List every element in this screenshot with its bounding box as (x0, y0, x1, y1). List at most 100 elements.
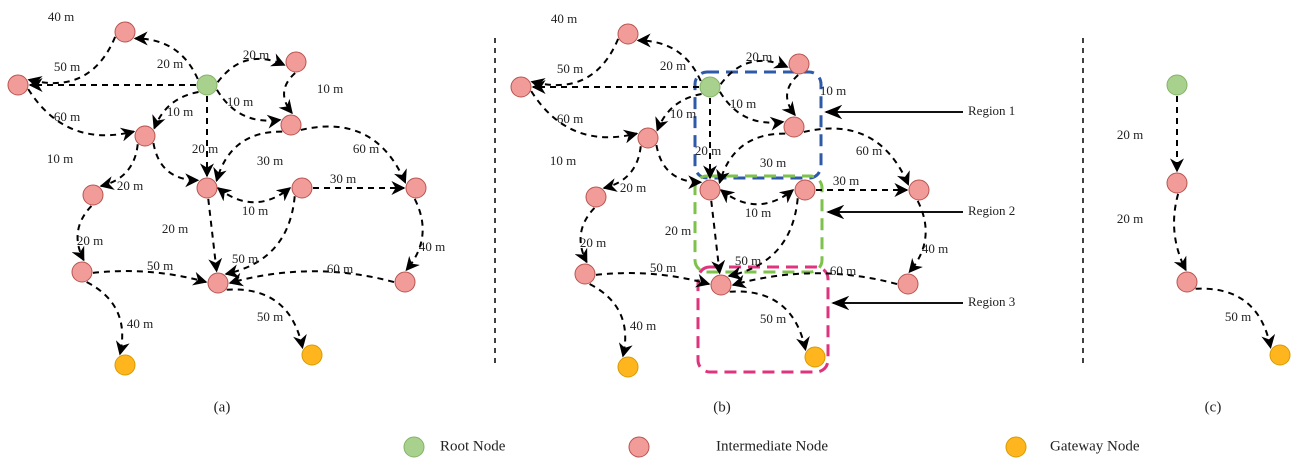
edge-label: 50 m (1225, 309, 1251, 324)
node (699, 179, 721, 201)
edge (602, 146, 642, 192)
edge-label: 10 m (317, 81, 343, 96)
edge (207, 198, 223, 273)
node (617, 23, 639, 45)
edge (71, 205, 93, 262)
node (71, 261, 93, 283)
edge-label: 10 m (47, 151, 73, 166)
node (897, 273, 919, 295)
edge-label: 20 m (665, 223, 691, 238)
edge (719, 189, 795, 206)
edge (216, 187, 292, 204)
edge-label: 60 m (856, 143, 882, 158)
edge-label: 50 m (760, 311, 786, 326)
edge (27, 88, 136, 142)
edge (729, 290, 810, 352)
node (1176, 271, 1198, 293)
edge (224, 196, 296, 279)
edge (133, 31, 199, 80)
edge-label: 40 m (127, 316, 153, 331)
legend-label: Root Node (440, 438, 506, 454)
edge (719, 55, 789, 85)
edge (300, 125, 407, 184)
edge-label: 60 m (54, 109, 80, 124)
edge-label: 10 m (730, 96, 756, 111)
edge (710, 200, 726, 275)
node (285, 51, 307, 73)
region-label: Region 1 (968, 103, 1015, 118)
edge-label: 30 m (257, 153, 283, 168)
edge-label: 60 m (353, 141, 379, 156)
node (291, 177, 313, 199)
node (574, 263, 596, 285)
edge-label: 40 m (630, 318, 656, 333)
legend-label: Gateway Node (1050, 438, 1140, 454)
edge-label: 20 m (117, 178, 143, 193)
edge-label: 10 m (167, 104, 193, 119)
edge (405, 198, 424, 272)
edge-label: 50 m (232, 251, 258, 266)
edge-label: 10 m (242, 203, 268, 218)
node (1166, 74, 1188, 96)
legend-label: Intermediate Node (716, 438, 828, 454)
edge (655, 144, 703, 190)
node (804, 346, 826, 368)
edge-label: 20 m (77, 233, 103, 248)
edge (99, 144, 139, 190)
edge-label: 10 m (820, 83, 846, 98)
node (783, 116, 805, 138)
edge-label: 30 m (833, 173, 859, 188)
edge-label: 20 m (1117, 211, 1143, 226)
edge-label: 20 m (580, 235, 606, 250)
node (196, 74, 218, 96)
legend-swatch (1005, 436, 1027, 458)
node (699, 76, 721, 98)
edge-label: 30 m (330, 171, 356, 186)
node (134, 125, 156, 147)
edge-label: 20 m (243, 47, 269, 62)
edge (636, 33, 702, 82)
edge (589, 283, 633, 358)
edge-label: 60 m (327, 261, 353, 276)
node (301, 344, 323, 366)
region-label: Region 3 (968, 294, 1015, 309)
edge (226, 288, 307, 350)
edge (213, 130, 283, 183)
caption: (b) (713, 399, 731, 415)
edge (719, 91, 785, 131)
edge-label: 20 m (620, 180, 646, 195)
edge-label: 50 m (257, 309, 283, 324)
edge-label: 40 m (922, 241, 948, 256)
edge-label: 20 m (157, 56, 183, 71)
edge-label: 50 m (735, 253, 761, 268)
edge-label: 10 m (550, 153, 576, 168)
edge-label: 20 m (162, 221, 188, 236)
edge-label: 50 m (557, 61, 583, 76)
node (617, 356, 639, 378)
edge (908, 200, 927, 274)
node (710, 274, 732, 296)
node (637, 127, 659, 149)
node (114, 21, 136, 43)
edge (727, 198, 799, 281)
node (788, 53, 810, 75)
node (794, 179, 816, 201)
edge (228, 270, 395, 287)
node (585, 186, 607, 208)
node (510, 76, 532, 98)
edge-label: 50 m (147, 258, 173, 273)
edge (152, 91, 199, 130)
node (7, 74, 29, 96)
node (280, 114, 302, 136)
region-3-box (696, 265, 830, 374)
edge (1195, 287, 1276, 349)
edge (278, 72, 296, 115)
node (1166, 172, 1188, 194)
edge-label: 50 m (650, 260, 676, 275)
caption: (c) (1205, 399, 1222, 415)
edge (731, 272, 898, 289)
edge-label: 20 m (192, 141, 218, 156)
node (405, 177, 427, 199)
node (394, 271, 416, 293)
edge-label: 60 m (830, 263, 856, 278)
